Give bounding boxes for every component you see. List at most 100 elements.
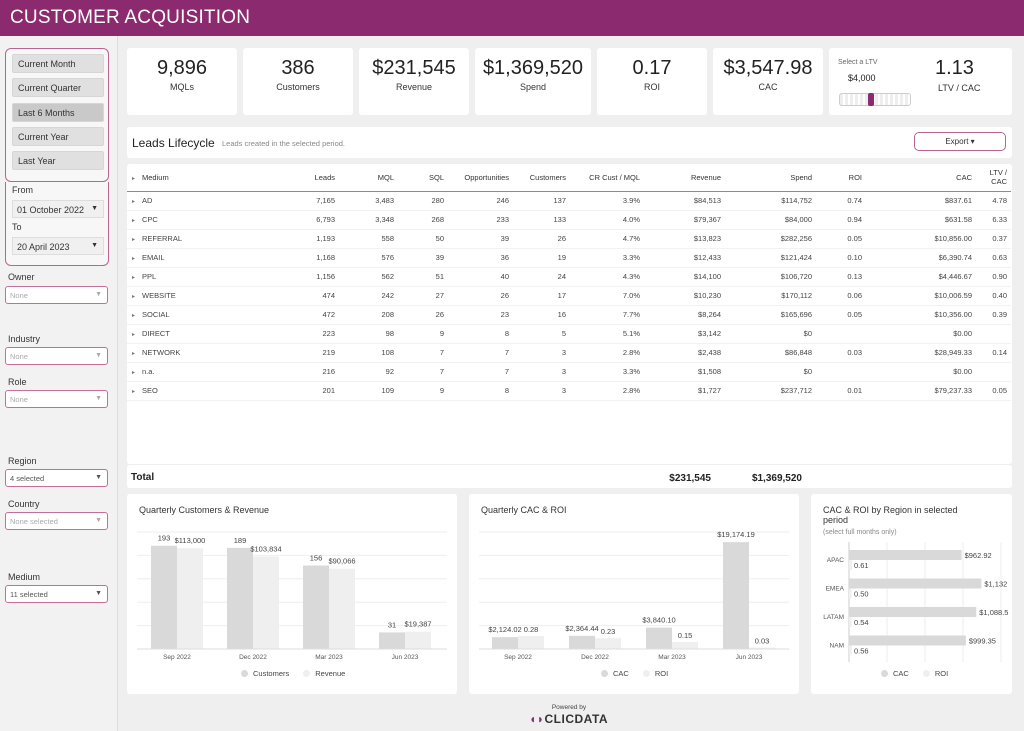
expand-icon[interactable]: ▸ [132, 237, 136, 243]
table-cell: 133 [513, 210, 570, 230]
kpi-label: Spend [519, 82, 547, 92]
cell-value: 3 [561, 386, 566, 395]
column-header[interactable]: Revenue [644, 164, 725, 192]
data-label: 156 [310, 554, 323, 563]
period-last-6-months[interactable]: Last 6 Months [12, 103, 104, 122]
table-row[interactable]: ▸ DIRECT 223 98 9 8 5 5.1% $3,142 $0 $0.00 [127, 324, 1011, 344]
expand-icon[interactable]: ▸ [132, 294, 136, 300]
table-row[interactable]: ▸ n.a. 216 92 7 7 3 3.3% $1,508 $0 $0.00 [127, 362, 1011, 382]
kpi-value: 386 [281, 57, 315, 79]
table-cell: 7.7% [570, 305, 644, 325]
table-cell: ▸ DIRECT [127, 324, 281, 344]
table-cell: 137 [513, 191, 570, 211]
expand-icon[interactable]: ▸ [132, 218, 136, 224]
legend-swatch [881, 670, 888, 677]
table-cell: ▸ CPC [127, 210, 281, 230]
cell-value: 3 [561, 348, 566, 357]
column-header[interactable]: LTV / CAC [976, 164, 1011, 192]
table-cell: 0.74 [816, 191, 866, 211]
cell-value: 562 [381, 272, 394, 281]
table-row[interactable]: ▸ NETWORK 219 108 7 7 3 2.8% $2,438 $86,848 0.03 $2… [127, 343, 1011, 363]
medium-select[interactable]: 11 selected ▼ [5, 585, 108, 603]
legend-label: Revenue [315, 669, 346, 678]
table-cell: 8 [448, 381, 513, 401]
table-cell: $13,823 [644, 229, 725, 249]
table-row[interactable]: ▸ REFERRAL 1,193 558 50 39 26 4.7% $13,823 $282,2… [127, 229, 1011, 249]
table-cell: 6.33 [976, 210, 1011, 230]
table-cell: 23 [448, 305, 513, 325]
x-tick-label: Mar 2023 [658, 654, 686, 661]
expand-icon[interactable]: ▸ [132, 370, 136, 376]
cell-value: 40 [500, 272, 509, 281]
column-header[interactable]: Leads [281, 164, 339, 192]
y-tick-label: LATAM [823, 614, 844, 621]
export-button[interactable]: Export ▾ [914, 132, 1006, 151]
expand-icon[interactable]: ▸ [132, 389, 136, 395]
country-value: None selected [10, 517, 58, 526]
expand-icon[interactable]: ▸ [132, 256, 136, 262]
column-header[interactable]: CR Cust / MQL [570, 164, 644, 192]
expand-icon[interactable]: ▸ [132, 175, 136, 182]
column-header[interactable]: SQL [398, 164, 448, 192]
table-cell: 4.7% [570, 229, 644, 249]
cell-value: 233 [496, 215, 509, 224]
kpi-value: $231,545 [372, 57, 456, 79]
cell-value: $79,237.33 [934, 386, 972, 395]
table-row[interactable]: ▸ SEO 201 109 9 8 3 2.8% $1,727 $237,712 0.01 $79,2… [127, 381, 1011, 401]
ltv-slider[interactable] [839, 93, 911, 106]
expand-icon[interactable]: ▸ [132, 332, 136, 338]
bar-roi [672, 641, 698, 649]
ltv-slider-thumb[interactable] [867, 93, 874, 106]
column-header[interactable]: Customers [513, 164, 570, 192]
column-header[interactable]: Spend [725, 164, 816, 192]
industry-select[interactable]: None ▼ [5, 347, 108, 365]
table-row[interactable]: ▸ EMAIL 1,168 576 39 36 19 3.3% $12,433 $121,424 0… [127, 248, 1011, 268]
logo-icon: ◖◗ [529, 712, 545, 726]
table-cell: ▸ n.a. [127, 362, 281, 382]
period-current-month[interactable]: Current Month [12, 54, 104, 73]
table-cell: 3.3% [570, 248, 644, 268]
column-header[interactable]: CAC [866, 164, 976, 192]
to-date-select[interactable]: 20 April 2023 ▼ [12, 237, 104, 255]
country-select[interactable]: None selected ▼ [5, 512, 108, 530]
total-spend: $1,369,520 [751, 473, 802, 484]
x-tick-label: Mar 2023 [315, 654, 343, 661]
period-current-year[interactable]: Current Year [12, 127, 104, 146]
period-last-year[interactable]: Last Year [12, 151, 104, 170]
cell-value: REFERRAL [142, 234, 183, 243]
bar-customers [151, 545, 177, 649]
cell-value: n.a. [142, 367, 155, 376]
period-current-quarter[interactable]: Current Quarter [12, 78, 104, 97]
cell-value: $84,513 [693, 196, 721, 205]
role-select[interactable]: None ▼ [5, 390, 108, 408]
expand-icon[interactable]: ▸ [132, 199, 136, 205]
table-row[interactable]: ▸ AD 7,165 3,483 280 246 137 3.9% $84,513 $114,75… [127, 191, 1011, 211]
expand-icon[interactable]: ▸ [132, 351, 136, 357]
table-cell: 474 [281, 286, 339, 306]
expand-icon[interactable]: ▸ [132, 275, 136, 281]
region-select[interactable]: 4 selected ▼ [5, 469, 108, 487]
data-label: 189 [234, 536, 247, 545]
table-cell: $10,356.00 [866, 305, 976, 325]
leads-table: ▸ Medium Leads MQL SQL Opportunities Customers… [127, 164, 1011, 401]
from-date-select[interactable]: 01 October 2022 ▼ [12, 200, 104, 218]
owner-select[interactable]: None ▼ [5, 286, 108, 304]
table-cell: ▸ PPL [127, 267, 281, 287]
table-cell: 4.3% [570, 267, 644, 287]
kpi-label: MQLs [169, 82, 194, 92]
role-value: None [10, 395, 28, 404]
expand-icon[interactable]: ▸ [132, 313, 136, 319]
table-row[interactable]: ▸ WEBSITE 474 242 27 26 17 7.0% $10,230 $170,112 0… [127, 286, 1011, 306]
cell-value: 4.3% [622, 272, 640, 281]
column-header[interactable]: ▸ Medium [127, 164, 281, 192]
column-header[interactable]: Opportunities [448, 164, 513, 192]
table-row[interactable]: ▸ PPL 1,156 562 51 40 24 4.3% $14,100 $106,720 0.1… [127, 267, 1011, 287]
table-cell: 280 [398, 191, 448, 211]
bar-customers [379, 632, 405, 649]
column-header[interactable]: ROI [816, 164, 866, 192]
kpi-label: CAC [758, 82, 778, 92]
table-row[interactable]: ▸ SOCIAL 472 208 26 23 16 7.7% $8,264 $165,696 0.0… [127, 305, 1011, 325]
table-row[interactable]: ▸ CPC 6,793 3,348 268 233 133 4.0% $79,367 $84,00… [127, 210, 1011, 230]
table-cell: ▸ AD [127, 191, 281, 211]
column-header[interactable]: MQL [339, 164, 398, 192]
